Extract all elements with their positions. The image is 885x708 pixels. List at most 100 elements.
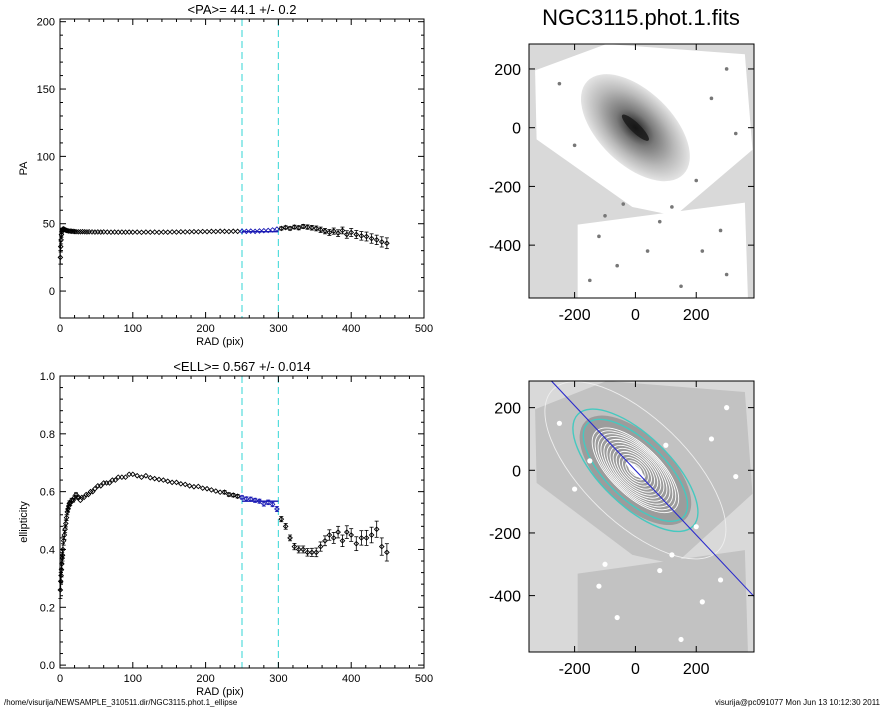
- isophote-ellipse: [612, 447, 659, 493]
- x-tick-label: 300: [269, 673, 287, 685]
- data-point: [134, 472, 141, 479]
- data-point: [287, 535, 293, 541]
- data-point: [317, 543, 324, 550]
- data-point: [143, 472, 149, 479]
- field-source: [724, 67, 729, 71]
- y-axis-label: PA: [18, 161, 30, 176]
- data-point: [274, 506, 280, 512]
- data-point: [138, 229, 145, 236]
- plot-frame: [59, 375, 425, 669]
- field-source: [597, 234, 601, 239]
- x-tick-label: 400: [342, 323, 360, 335]
- data-point: [330, 535, 337, 541]
- data-point: [221, 489, 228, 496]
- data-point: [119, 474, 125, 481]
- field-source: [670, 205, 674, 209]
- data-point: [269, 501, 276, 508]
- data-point: [212, 228, 219, 235]
- x-tick-label: 500: [415, 673, 433, 685]
- data-point: [368, 532, 375, 538]
- y-tick-label: 200: [37, 17, 55, 29]
- image-content: [529, 44, 754, 298]
- data-point: [86, 228, 92, 235]
- masked-source: [587, 458, 593, 464]
- data-point: [378, 543, 385, 550]
- data-point: [278, 225, 285, 232]
- data-point: [79, 494, 85, 501]
- x-axis-label: RAD (pix): [196, 686, 244, 698]
- y-tick-label: 50: [43, 219, 55, 231]
- data-point: [191, 483, 197, 490]
- data-point: [67, 500, 74, 507]
- data-point: [204, 228, 210, 235]
- field-source: [645, 249, 650, 253]
- data-point: [256, 228, 263, 234]
- masked-source: [717, 577, 724, 583]
- data-point: [83, 491, 90, 498]
- isophote-ellipse: [606, 441, 665, 499]
- y-tick-label: 0.0: [40, 660, 55, 672]
- data-point: [178, 228, 184, 235]
- masked-source: [614, 614, 620, 621]
- y-tick-label: 150: [37, 84, 55, 96]
- masked-source: [708, 436, 715, 442]
- data-point: [76, 494, 82, 501]
- data-point: [70, 228, 76, 235]
- x-tick-label: 100: [124, 673, 142, 685]
- data-point: [92, 485, 98, 492]
- data-point: [335, 230, 341, 236]
- field-source: [694, 178, 699, 183]
- data-point: [156, 476, 162, 483]
- y-tick-label: 0: [49, 286, 55, 298]
- data-point: [156, 229, 162, 236]
- plot-title: <ELL>= 0.567 +/- 0.014: [173, 359, 310, 374]
- pa-profile-panel: 0 100 200 300 400 500 0 50 100 150 200 <PA>= 44.1 +…: [18, 2, 433, 348]
- y-tick-label: -200: [489, 179, 521, 196]
- isophote-ellipse: [615, 450, 656, 490]
- x-tick-label: 400: [342, 673, 360, 685]
- data-point: [278, 516, 285, 522]
- data-point: [339, 537, 346, 544]
- data-point: [112, 477, 119, 483]
- data-point: [92, 229, 98, 235]
- field-source: [718, 228, 723, 233]
- masked-source: [724, 405, 730, 411]
- isophote-ellipse: [603, 439, 668, 502]
- field-source: [709, 96, 714, 101]
- masked-source: [678, 636, 684, 643]
- data-point: [282, 224, 289, 231]
- data-point: [97, 483, 104, 489]
- y-tick-label: 0: [512, 463, 521, 480]
- data-point: [239, 494, 245, 501]
- data-point: [58, 237, 64, 243]
- data-point: [182, 481, 189, 488]
- data-point: [134, 229, 141, 235]
- data-point: [343, 231, 350, 238]
- data-point: [65, 506, 71, 512]
- y-tick-label: -200: [489, 526, 521, 543]
- data-point: [309, 224, 315, 231]
- data-point: [84, 229, 90, 235]
- ellipticity-profile-panel: 0 100 200 300 400 500 0.0 0.2 0.4 0.6 0.8 1.0 <ELL>=…: [18, 359, 433, 698]
- image-frame: [528, 43, 755, 299]
- masked-source: [669, 552, 675, 558]
- masked-source: [556, 420, 563, 426]
- data-point: [212, 488, 219, 494]
- y-tick-label: 200: [494, 62, 521, 79]
- data-point: [169, 229, 175, 235]
- data-point: [199, 228, 206, 235]
- field-source: [724, 272, 729, 277]
- data-point: [122, 474, 129, 481]
- masked-source: [693, 524, 699, 530]
- field-source: [621, 202, 626, 206]
- data-point: [335, 529, 341, 535]
- data-point: [230, 492, 237, 498]
- data-point: [63, 514, 70, 521]
- data-point: [195, 483, 202, 490]
- data-point: [138, 474, 145, 481]
- data-point: [60, 546, 66, 553]
- field-source: [700, 249, 705, 253]
- isophote-ellipse: [609, 444, 662, 496]
- masked-source: [663, 442, 669, 448]
